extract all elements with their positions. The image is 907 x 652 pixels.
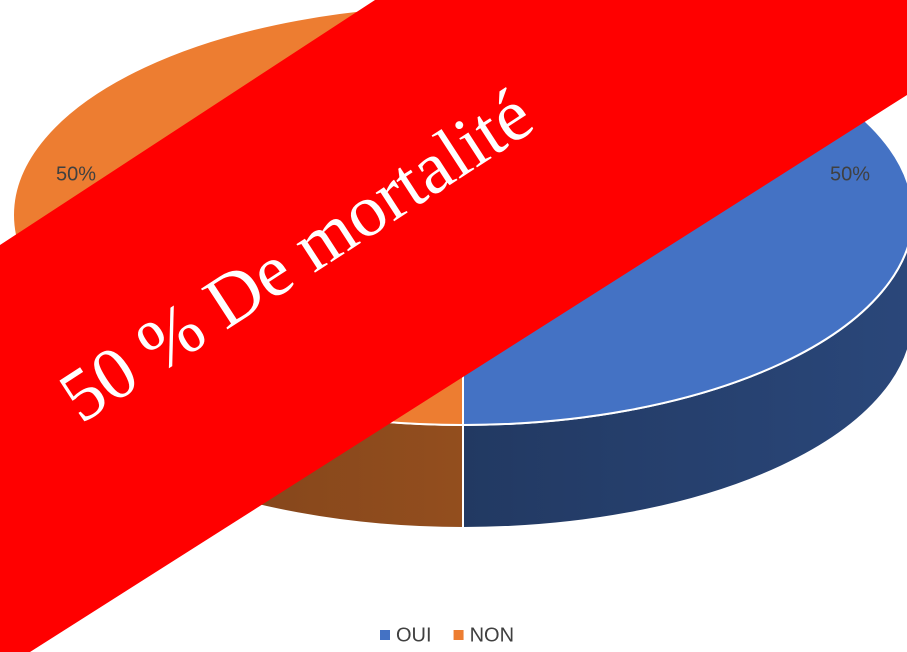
data-label: 50% [830,163,870,185]
legend-label: NON [470,624,514,646]
data-label: 50% [56,163,96,185]
legend-label: OUI [396,624,432,646]
legend-swatch [380,630,390,640]
legend-swatch [453,630,464,640]
legend: OUI NON [380,624,514,646]
